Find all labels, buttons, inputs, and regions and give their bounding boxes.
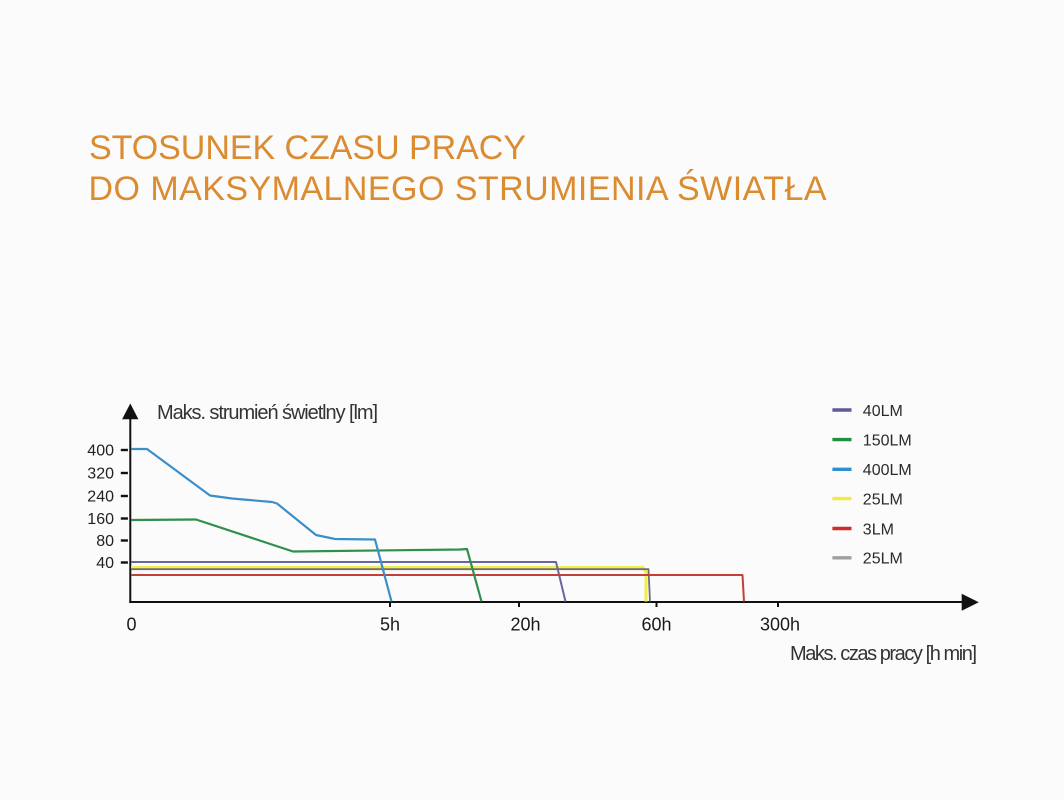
svg-text:25LM: 25LM bbox=[863, 491, 903, 508]
svg-text:40LM: 40LM bbox=[863, 403, 903, 420]
svg-text:40: 40 bbox=[96, 555, 114, 572]
svg-text:0: 0 bbox=[126, 615, 136, 635]
svg-text:400: 400 bbox=[87, 443, 114, 460]
svg-text:60h: 60h bbox=[641, 615, 671, 635]
svg-text:25LM: 25LM bbox=[863, 551, 903, 568]
svg-text:20h: 20h bbox=[510, 615, 540, 635]
svg-text:150LM: 150LM bbox=[863, 432, 912, 449]
svg-text:160: 160 bbox=[87, 511, 114, 528]
svg-text:400LM: 400LM bbox=[863, 462, 912, 479]
svg-text:Maks. strumień świetlny [lm]: Maks. strumień świetlny [lm] bbox=[157, 402, 378, 424]
svg-text:STOSUNEK CZASU PRACY: STOSUNEK CZASU PRACY bbox=[89, 129, 526, 167]
svg-text:5h: 5h bbox=[380, 615, 400, 635]
svg-text:3LM: 3LM bbox=[863, 521, 894, 538]
svg-text:240: 240 bbox=[87, 489, 114, 506]
svg-text:320: 320 bbox=[87, 466, 114, 483]
svg-text:80: 80 bbox=[96, 533, 114, 550]
svg-text:300h: 300h bbox=[760, 615, 800, 635]
svg-text:DO MAKSYMALNEGO STRUMIENIA ŚWI: DO MAKSYMALNEGO STRUMIENIA ŚWIATŁA bbox=[89, 169, 827, 208]
svg-text:Maks. czas pracy [h min]: Maks. czas pracy [h min] bbox=[790, 643, 977, 665]
